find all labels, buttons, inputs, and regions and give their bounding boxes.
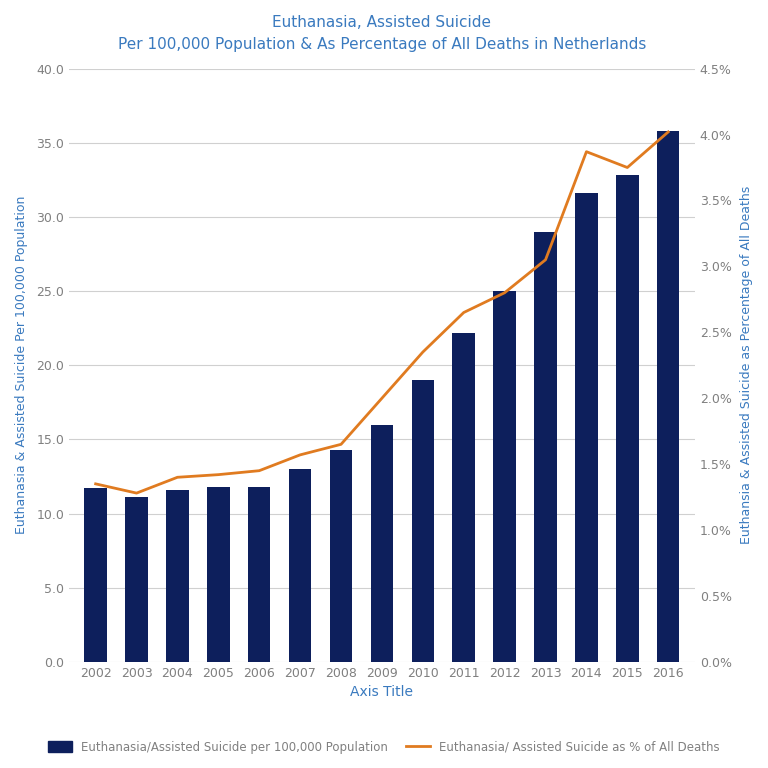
Bar <box>207 487 230 662</box>
Bar <box>493 291 516 662</box>
Bar <box>535 232 557 662</box>
Legend: Euthanasia/Assisted Suicide per 100,000 Population, Euthanasia/ Assisted Suicide: Euthanasia/Assisted Suicide per 100,000 … <box>44 736 724 758</box>
Bar <box>616 175 638 662</box>
Bar <box>329 450 353 662</box>
Bar <box>657 131 680 662</box>
Bar <box>248 487 270 662</box>
Y-axis label: Euthanasia & Assisted Suicide Per 100,000 Population: Euthanasia & Assisted Suicide Per 100,00… <box>15 196 28 535</box>
Bar <box>125 497 147 662</box>
Bar <box>452 333 475 662</box>
Y-axis label: Euthansia & Assisted Suicide as Percentage of All Deaths: Euthansia & Assisted Suicide as Percenta… <box>740 186 753 545</box>
X-axis label: Axis Title: Axis Title <box>350 685 413 699</box>
Bar <box>371 425 393 662</box>
Bar <box>412 380 434 662</box>
Title: Euthanasia, Assisted Suicide
Per 100,000 Population & As Percentage of All Death: Euthanasia, Assisted Suicide Per 100,000… <box>118 15 646 52</box>
Bar <box>84 488 107 662</box>
Bar <box>575 194 598 662</box>
Bar <box>289 469 311 662</box>
Bar <box>166 490 189 662</box>
